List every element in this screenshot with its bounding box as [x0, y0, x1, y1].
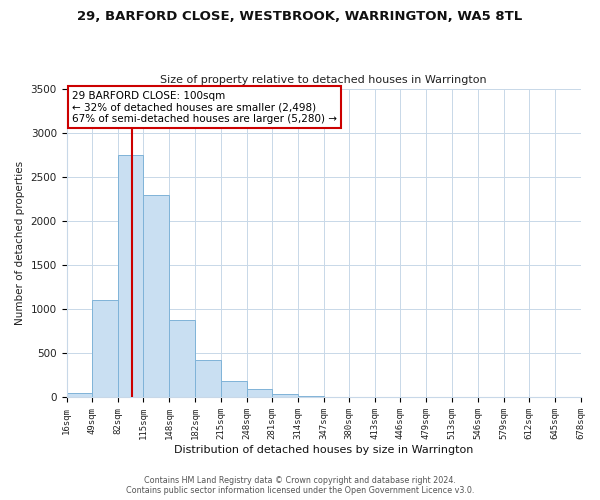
Bar	[221, 380, 247, 398]
Bar	[196, 360, 221, 398]
Bar	[298, 396, 323, 398]
Bar	[92, 300, 118, 398]
Bar	[67, 393, 92, 398]
Text: Contains HM Land Registry data © Crown copyright and database right 2024.
Contai: Contains HM Land Registry data © Crown c…	[126, 476, 474, 495]
Bar	[247, 388, 272, 398]
Bar	[169, 320, 196, 398]
Text: 29, BARFORD CLOSE, WESTBROOK, WARRINGTON, WA5 8TL: 29, BARFORD CLOSE, WESTBROOK, WARRINGTON…	[77, 10, 523, 23]
Text: 29 BARFORD CLOSE: 100sqm
← 32% of detached houses are smaller (2,498)
67% of sem: 29 BARFORD CLOSE: 100sqm ← 32% of detach…	[71, 90, 337, 124]
Bar	[143, 195, 169, 398]
Title: Size of property relative to detached houses in Warrington: Size of property relative to detached ho…	[160, 76, 487, 86]
Y-axis label: Number of detached properties: Number of detached properties	[15, 161, 25, 326]
X-axis label: Distribution of detached houses by size in Warrington: Distribution of detached houses by size …	[174, 445, 473, 455]
Bar	[118, 155, 143, 398]
Bar	[272, 394, 298, 398]
